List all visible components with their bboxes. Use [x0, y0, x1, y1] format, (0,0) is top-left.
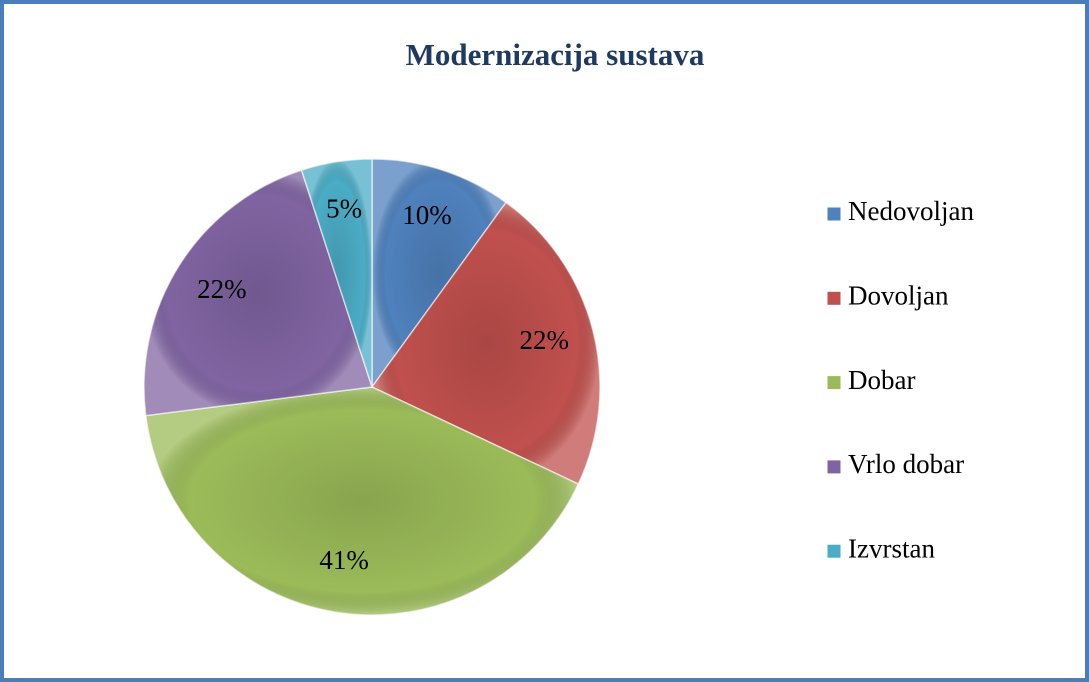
legend-label: Dobar: [848, 365, 915, 395]
pie: 10% 22% 41% 22% 5%: [143, 158, 601, 616]
legend-swatch: [826, 459, 842, 475]
data-label: 22%: [197, 274, 247, 304]
chart-title: Modernizacija sustava: [406, 37, 705, 72]
legend: Nedovoljan Dovoljan Dobar Vrlo dobar Izvrsta…: [826, 196, 974, 563]
legend-label: Dovoljan: [848, 281, 949, 311]
legend-label: Izvrstan: [848, 533, 935, 563]
legend-label: Vrlo dobar: [848, 449, 964, 479]
legend-swatch: [826, 290, 842, 306]
legend-swatch: [826, 206, 842, 222]
legend-label: Nedovoljan: [848, 196, 974, 226]
data-label: 10%: [402, 200, 452, 230]
legend-swatch: [826, 543, 842, 559]
legend-swatch: [826, 375, 842, 391]
data-label: 41%: [319, 545, 369, 575]
data-label: 22%: [520, 325, 570, 355]
data-label: 5%: [326, 194, 362, 224]
